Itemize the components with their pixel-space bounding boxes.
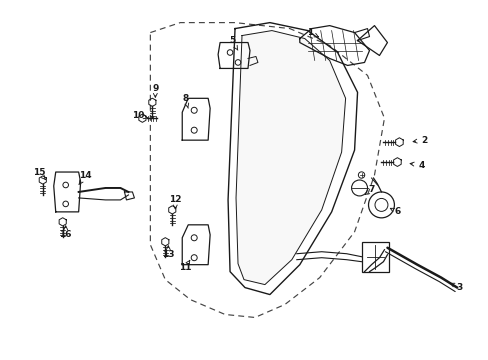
Text: 16: 16 (60, 226, 72, 239)
Text: 3: 3 (449, 283, 461, 292)
Text: 12: 12 (169, 195, 181, 209)
Text: 8: 8 (182, 94, 188, 108)
Text: 4: 4 (409, 161, 424, 170)
Polygon shape (236, 31, 345, 285)
Text: 5: 5 (228, 36, 237, 50)
Text: 1: 1 (306, 28, 318, 37)
Text: 9: 9 (152, 84, 158, 97)
Text: 14: 14 (79, 171, 92, 185)
Text: 13: 13 (162, 246, 174, 259)
Text: 15: 15 (33, 167, 45, 180)
Text: 6: 6 (389, 207, 400, 216)
Text: 7: 7 (365, 185, 374, 194)
Text: 11: 11 (179, 260, 191, 272)
Text: 10: 10 (132, 111, 147, 120)
Text: 2: 2 (412, 136, 427, 145)
